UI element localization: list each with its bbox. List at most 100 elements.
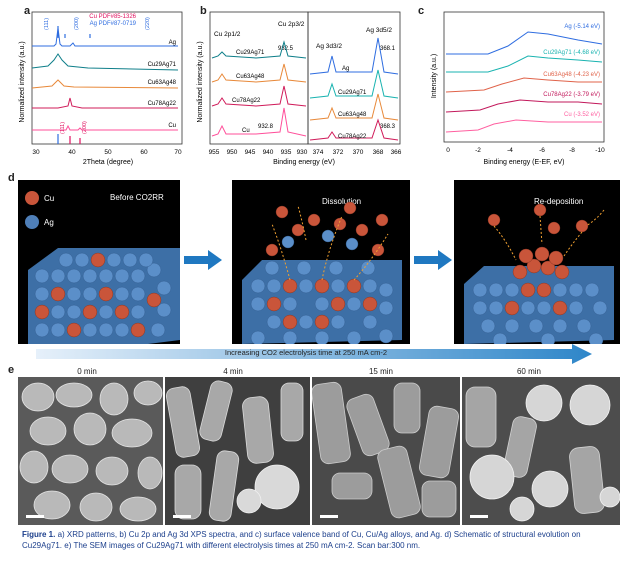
- xps-ag3d32-label: Ag 3d3/2: [316, 43, 342, 50]
- svg-text:374: 374: [313, 149, 324, 156]
- svg-text:955: 955: [209, 149, 220, 156]
- panel-a-xtick: 50: [104, 149, 112, 156]
- panel-a-xrd-chart: Normalized intensity (a.u.) (111) (200) …: [19, 11, 183, 166]
- xrd-curve-cu78ag22: [32, 97, 178, 109]
- svg-text:-6: -6: [539, 147, 545, 154]
- vb-label-cu78ag22: Cu78Ag22 (-3.79 eV): [543, 92, 600, 98]
- panel-a-xtick: 30: [32, 149, 40, 156]
- panel-a-xtick: 70: [174, 149, 182, 156]
- stage-redeposition-label: Re-deposition: [534, 197, 583, 206]
- svg-text:930: 930: [297, 149, 308, 156]
- timeline-label: Increasing CO2 electrolysis time at 250 …: [224, 348, 388, 357]
- xps-left-cu78ag22: Cu78Ag22: [232, 98, 261, 104]
- xps-left-cu29ag71: Cu29Ag71: [236, 50, 265, 56]
- arrow-right-icon: [414, 250, 452, 270]
- xrd-curve-cu29ag71: [31, 53, 179, 71]
- arrow-right-icon: [184, 250, 222, 270]
- xrd-peak-200-top: (200): [74, 17, 80, 30]
- xps-3681-label: 368.1: [380, 46, 396, 52]
- caption-label: Figure 1.: [22, 530, 56, 539]
- panel-a-frame: [31, 11, 183, 145]
- sem-image-15min: [312, 377, 460, 525]
- panel-a-legend-ag: Ag PDF#87-0719: [90, 21, 137, 27]
- xps-right-cu29ag71: Cu29Ag71: [338, 90, 367, 96]
- xps-right-cu78ag22: Cu78Ag22: [338, 134, 367, 140]
- panel-e-label: e: [8, 364, 15, 376]
- xrd-label-cu29ag71: Cu29Ag71: [148, 62, 177, 68]
- svg-text:-10: -10: [595, 147, 605, 154]
- xrd-curve-ag: [32, 27, 178, 47]
- panel-d-label: d: [8, 172, 15, 184]
- scene-redeposition: Re-deposition: [454, 180, 620, 348]
- sem-time-15: 15 min: [368, 367, 393, 376]
- scale-bar: [173, 515, 191, 518]
- sem-time-0: 0 min: [77, 367, 97, 376]
- timeline-arrow-icon: [36, 344, 592, 364]
- xrd-label-cu63ag48: Cu63Ag48: [148, 80, 177, 86]
- panel-c-valence-chart: Intensity (a.u.) Ag (-5.14 eV) Cu29Ag71 …: [431, 11, 605, 166]
- scene-dissolution-drawing: Dissolution: [242, 197, 402, 346]
- panel-a-xtick: 40: [68, 149, 76, 156]
- panel-a-xtick: 60: [140, 149, 148, 156]
- svg-text:950: 950: [227, 149, 238, 156]
- xps-left-cu: Cu: [242, 128, 250, 134]
- svg-text:372: 372: [333, 149, 344, 156]
- svg-text:-4: -4: [507, 147, 513, 154]
- xrd-curve-cu: [32, 124, 178, 131]
- scene-before: Cu Ag Before CO2RR: [18, 180, 180, 344]
- xps-right-cu63ag48: Cu63Ag48: [338, 112, 367, 118]
- panel-b-xlabel: Binding energy (eV): [273, 159, 335, 166]
- xrd-label-ag: Ag: [169, 40, 176, 46]
- vb-label-cu: Cu (-3.52 eV): [564, 112, 600, 118]
- caption-text: a) XRD patterns, b) Cu 2p and Ag 3d XPS …: [22, 530, 581, 550]
- scene-redeposition-drawing: Re-deposition: [464, 197, 614, 348]
- sem-time-4: 4 min: [223, 367, 243, 376]
- xrd-peak-111-top: (111): [44, 18, 50, 30]
- svg-text:366: 366: [391, 149, 402, 156]
- sem-image-60min: [462, 377, 620, 525]
- svg-text:368: 368: [373, 149, 384, 156]
- legend-ag-label: Ag: [44, 218, 54, 227]
- vb-label-cu29ag71: Cu29Ag71 (-4.68 eV): [543, 50, 600, 56]
- xrd-curve-cu63ag48: [31, 79, 179, 89]
- svg-text:945: 945: [245, 149, 256, 156]
- xps-9328-label: 932.8: [258, 124, 274, 130]
- xps-right-ag: Ag: [342, 66, 349, 72]
- scale-bar: [320, 515, 338, 518]
- xrd-peak-111-bottom: (111): [60, 122, 66, 134]
- xps-ag3d52-label: Ag 3d5/2: [366, 27, 392, 34]
- xps-left-cu63ag48: Cu63Ag48: [236, 74, 265, 80]
- svg-text:-8: -8: [569, 147, 575, 154]
- vb-label-cu63ag48: Cu63Ag48 (-4.23 eV): [543, 72, 600, 78]
- panel-c-label: c: [418, 5, 425, 17]
- scale-bar: [470, 515, 488, 518]
- panel-b-label: b: [200, 5, 207, 17]
- panel-c-ylabel: Intensity (a.u.): [431, 54, 438, 98]
- svg-text:935: 935: [281, 149, 292, 156]
- panel-a-ylabel: Normalized intensity (a.u.): [19, 41, 26, 122]
- xrd-peak-220-top: (220): [145, 17, 151, 30]
- panel-c-xlabel: Binding energy (E-EF, eV): [484, 159, 565, 166]
- scene-dissolution: Dissolution: [232, 180, 410, 346]
- svg-text:0: 0: [446, 147, 450, 154]
- xrd-label-cu: Cu: [168, 123, 176, 129]
- sem-time-60: 60 min: [516, 367, 541, 376]
- panel-a-label: a: [24, 5, 31, 17]
- svg-text:-2: -2: [475, 147, 481, 154]
- panel-b-ylabel: Normalized intensity (a.u.): [197, 41, 204, 122]
- xrd-peak-200-bottom: (200): [82, 121, 88, 134]
- panel-b-xps-chart: Normalized intensity (a.u.) Cu 2p1/2 Cu …: [197, 11, 402, 166]
- svg-text:370: 370: [353, 149, 364, 156]
- sem-image-0min: [18, 377, 163, 525]
- xps-cu2p32-label: Cu 2p3/2: [278, 21, 305, 28]
- stage-dissolution-label: Dissolution: [322, 197, 361, 206]
- svg-text:940: 940: [263, 149, 274, 156]
- stage-before-label: Before CO2RR: [110, 193, 164, 202]
- panel-a-xlabel: 2Theta (degree): [83, 159, 133, 166]
- xrd-label-cu78ag22: Cu78Ag22: [148, 101, 177, 107]
- legend-cu-label: Cu: [44, 194, 54, 203]
- scale-bar: [26, 515, 44, 518]
- figure-caption: Figure 1. a) XRD patterns, b) Cu 2p and …: [22, 530, 620, 551]
- scene-before-drawing: Cu Ag Before CO2RR: [25, 191, 180, 344]
- xps-cu2p12-label: Cu 2p1/2: [214, 31, 241, 38]
